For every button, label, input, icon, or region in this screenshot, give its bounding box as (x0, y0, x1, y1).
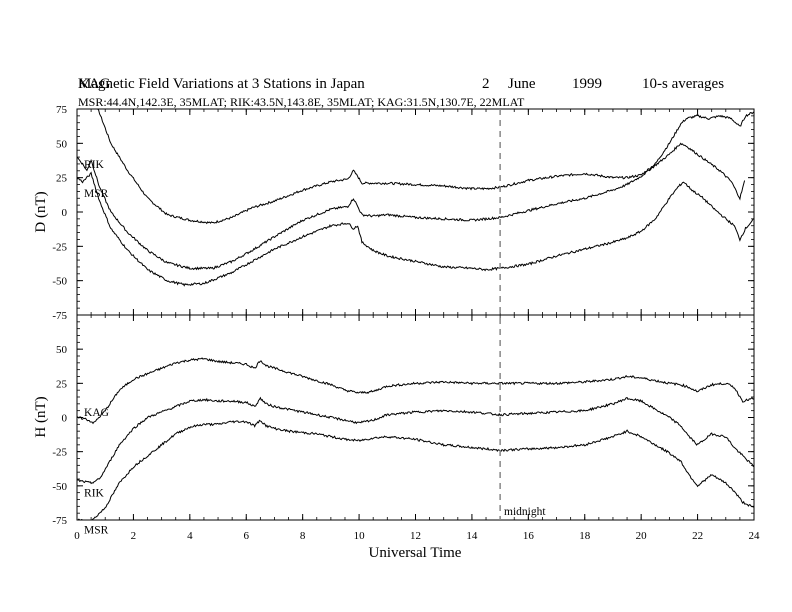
x-tick-label: 24 (749, 530, 761, 542)
y-axis-label-h: H (nT) (33, 396, 49, 437)
y-tick-label: 50 (56, 344, 68, 356)
y-tick-label: 25 (56, 173, 68, 185)
series-line-kag-d (77, 108, 755, 225)
x-tick-label: 12 (410, 530, 421, 542)
chart-title-month: June (508, 76, 536, 92)
station-label-msr: MSR (84, 188, 109, 200)
station-label-kag: KAG (84, 407, 109, 419)
y-tick-label: -25 (52, 447, 67, 459)
x-tick-label: 20 (636, 530, 648, 542)
y-tick-label: 75 (56, 104, 68, 116)
series-line-msr-d (76, 171, 754, 287)
y-axis-label-d: D (nT) (33, 191, 49, 232)
chart-title-year: 1999 (572, 76, 602, 92)
x-tick-label: 14 (466, 530, 478, 542)
midnight-annotation: midnight (504, 506, 546, 518)
y-tick-label: 0 (62, 207, 68, 219)
x-tick-label: 4 (187, 530, 193, 542)
panel-frame-0 (76, 108, 755, 316)
series-line-msr-h (77, 419, 755, 521)
x-tick-label: 8 (300, 530, 306, 542)
chart-title-day: 2 (482, 76, 490, 92)
x-tick-label: 22 (692, 530, 703, 542)
x-tick-label: 16 (523, 530, 535, 542)
chart-title: Magnetic Field Variations at 3 Stations … (78, 76, 365, 92)
x-tick-label: 2 (131, 530, 137, 542)
station-label-msr: MSR (84, 525, 109, 537)
y-tick-label: 50 (56, 138, 68, 150)
series-line-kag-h (76, 357, 755, 425)
y-tick-label: -25 (52, 241, 67, 253)
y-tick-label: 0 (62, 413, 68, 425)
x-tick-label: 10 (354, 530, 366, 542)
station-label-rik: RIK (84, 488, 105, 500)
x-tick-label: 6 (244, 530, 250, 542)
y-tick-label: -50 (52, 276, 67, 288)
x-axis-label: Universal Time (369, 545, 462, 561)
series-line-rik-h (76, 396, 755, 485)
y-tick-label: -75 (52, 310, 67, 322)
panel-frame-1 (76, 314, 755, 521)
y-tick-label: 25 (56, 378, 68, 390)
y-tick-label: -75 (52, 515, 67, 527)
x-tick-label: 0 (74, 530, 80, 542)
station-label-rik: RIK (84, 159, 105, 171)
y-tick-label: -50 (52, 481, 67, 493)
x-tick-label: 18 (579, 530, 591, 542)
chart-subtitle: MSR:44.4N,142.3E, 35MLAT; RIK:43.5N,143.… (78, 95, 525, 109)
chart-title-overlap: KAG (78, 76, 111, 92)
chart-title-averaging: 10-s averages (642, 76, 724, 92)
series-line-rik-d (76, 142, 746, 271)
